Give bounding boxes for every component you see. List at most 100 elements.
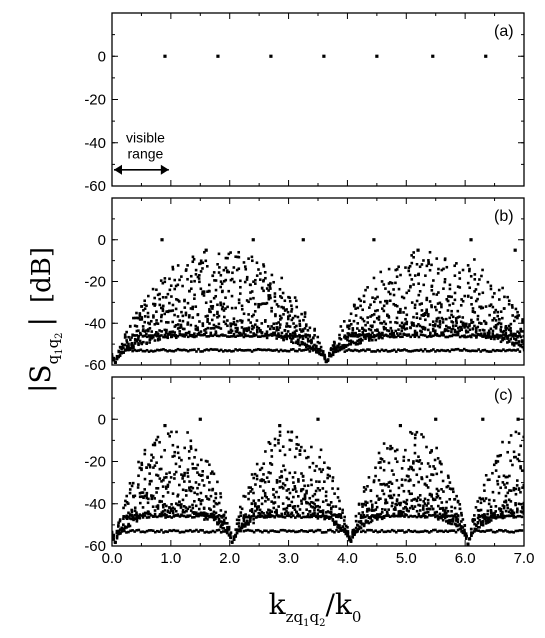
data-point xyxy=(410,254,413,257)
data-point xyxy=(504,326,507,329)
data-point xyxy=(257,304,261,308)
data-point xyxy=(201,479,204,482)
data-point xyxy=(186,335,190,339)
data-point xyxy=(265,476,269,479)
data-point xyxy=(399,311,402,314)
data-point xyxy=(275,490,278,494)
data-point xyxy=(273,510,277,514)
data-point xyxy=(313,506,317,510)
data-point xyxy=(130,347,134,350)
data-point xyxy=(467,349,470,353)
data-point xyxy=(140,316,144,319)
data-point xyxy=(331,529,334,533)
data-point xyxy=(195,350,198,353)
data-point xyxy=(506,327,509,330)
data-point xyxy=(473,527,477,531)
data-point xyxy=(372,276,376,280)
data-point xyxy=(155,438,158,442)
data-point xyxy=(415,348,419,352)
data-point xyxy=(403,348,406,351)
data-point xyxy=(339,516,343,519)
data-point xyxy=(269,461,272,465)
data-point xyxy=(135,528,139,532)
data-point xyxy=(247,492,250,495)
data-point xyxy=(242,525,245,528)
data-point xyxy=(201,333,204,337)
data-point xyxy=(270,309,273,313)
data-point xyxy=(308,335,312,338)
data-point xyxy=(261,530,264,534)
data-point xyxy=(415,430,419,434)
data-point xyxy=(515,341,519,345)
data-point xyxy=(290,307,294,311)
data-point xyxy=(123,526,127,530)
data-point xyxy=(153,515,157,518)
data-point xyxy=(166,491,170,494)
data-point xyxy=(192,511,196,514)
data-point xyxy=(237,298,241,302)
x-title-sub-0: 0 xyxy=(352,608,362,626)
data-point xyxy=(402,510,405,514)
data-point xyxy=(164,348,167,352)
data-point xyxy=(272,502,275,505)
data-point xyxy=(465,348,468,352)
data-point xyxy=(186,471,189,475)
data-point xyxy=(477,513,480,517)
data-point xyxy=(521,486,524,489)
data-point xyxy=(364,337,367,341)
data-point xyxy=(504,486,507,489)
data-point xyxy=(265,336,269,340)
data-point xyxy=(268,284,272,288)
data-point xyxy=(250,488,254,491)
data-point xyxy=(331,476,335,479)
data-point xyxy=(160,334,163,337)
data-point xyxy=(507,441,511,444)
data-point xyxy=(411,530,415,534)
data-point xyxy=(259,515,262,519)
data-points xyxy=(112,238,524,364)
data-point xyxy=(226,270,229,274)
data-point xyxy=(471,320,475,324)
data-point xyxy=(207,283,211,287)
data-point xyxy=(395,316,399,320)
data-point xyxy=(259,479,262,482)
data-point xyxy=(120,346,124,349)
data-point xyxy=(316,504,320,508)
data-point xyxy=(153,304,156,307)
data-point xyxy=(498,507,501,510)
data-point xyxy=(217,322,221,326)
data-point xyxy=(156,529,159,533)
data-point xyxy=(428,300,432,303)
data-point xyxy=(468,328,472,332)
data-point xyxy=(444,335,448,339)
data-point xyxy=(493,530,497,534)
data-point xyxy=(324,514,328,518)
data-point xyxy=(356,342,359,346)
data-point xyxy=(413,497,417,501)
data-point xyxy=(362,490,366,493)
data-point xyxy=(450,529,454,532)
data-point xyxy=(405,291,409,295)
data-point xyxy=(366,514,369,517)
data-point xyxy=(337,530,340,533)
data-point xyxy=(450,295,453,299)
data-point xyxy=(310,483,313,487)
data-point xyxy=(163,333,167,337)
data-point xyxy=(143,511,147,515)
data-point xyxy=(450,487,453,491)
data-point xyxy=(446,348,450,352)
data-point xyxy=(372,509,376,512)
data-point xyxy=(179,326,183,329)
data-point xyxy=(435,487,439,491)
data-point xyxy=(478,305,481,309)
data-point xyxy=(201,499,204,502)
data-point xyxy=(214,279,218,282)
data-point xyxy=(324,499,328,502)
data-point xyxy=(230,294,234,298)
data-point xyxy=(295,435,299,439)
data-point xyxy=(455,262,458,265)
data-point xyxy=(297,341,300,344)
data-point xyxy=(222,527,226,530)
data-point xyxy=(507,498,511,502)
data-point xyxy=(509,489,513,492)
